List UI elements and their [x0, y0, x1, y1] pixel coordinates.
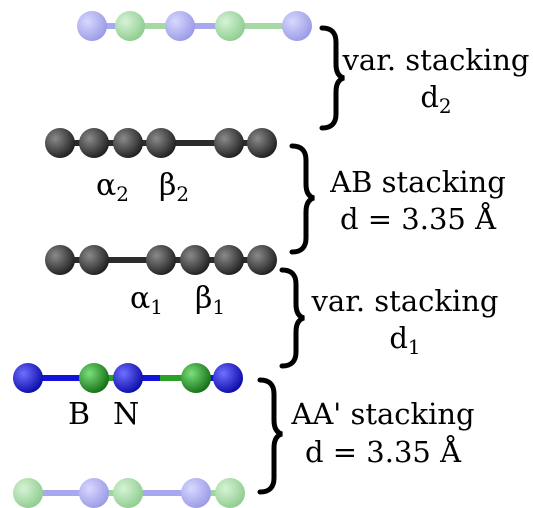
boron-atom	[215, 11, 245, 41]
carbon-atom	[113, 128, 143, 158]
hbn-bottom-faded-layer	[13, 478, 245, 508]
nitrogen-atom	[181, 478, 211, 508]
bracket-aa-line2: d = 3.35 Å	[305, 434, 462, 469]
nitrogen-label: N	[113, 397, 139, 432]
brace-ab	[289, 143, 315, 255]
nitrogen-atom	[165, 11, 195, 41]
carbon-atom	[180, 245, 210, 275]
brace-d2	[319, 25, 345, 131]
carbon-atom	[247, 245, 277, 275]
boron-label: B	[68, 397, 90, 432]
bracket-d1-line2: d1	[389, 321, 420, 359]
boron-atom	[181, 363, 211, 393]
boron-atom	[79, 363, 109, 393]
bracket-d2-line2: d2	[420, 80, 451, 118]
carbon-atom	[214, 128, 244, 158]
boron-atom	[13, 478, 43, 508]
hbn-top-faded-layer	[77, 11, 312, 41]
bracket-ab-line1: AB stacking	[329, 165, 506, 199]
carbon-atom	[146, 245, 176, 275]
site-label-beta2: β2	[159, 168, 189, 206]
site-label-beta1: β1	[195, 281, 225, 319]
nitrogen-atom	[213, 363, 243, 393]
nitrogen-atom	[13, 363, 43, 393]
brace-d1	[279, 267, 305, 369]
carbon-atom	[214, 245, 244, 275]
carbon-atom	[45, 128, 75, 158]
carbon-atom	[79, 245, 109, 275]
boron-atom	[113, 478, 143, 508]
bracket-d2-line1: var. stacking	[342, 43, 530, 77]
hbn-middle-layer	[13, 363, 243, 393]
bracket-aa-line1: AA' stacking	[290, 397, 474, 431]
site-label-alpha1: α1	[130, 281, 163, 319]
nitrogen-atom	[77, 11, 107, 41]
nitrogen-atom	[282, 11, 312, 41]
brace-aa	[257, 377, 283, 495]
graphene-bottom-layer	[45, 245, 277, 275]
nitrogen-atom	[113, 363, 143, 393]
bracket-d1-line1: var. stacking	[311, 284, 499, 318]
carbon-atom	[146, 128, 176, 158]
carbon-atom	[45, 245, 75, 275]
carbon-atom	[247, 128, 277, 158]
nitrogen-atom	[79, 478, 109, 508]
site-label-alpha2: α2	[96, 168, 129, 206]
graphene-top-layer	[45, 128, 277, 158]
boron-atom	[215, 478, 245, 508]
bracket-ab-line2: d = 3.35 Å	[340, 201, 497, 236]
carbon-atom	[79, 128, 109, 158]
boron-atom	[115, 11, 145, 41]
